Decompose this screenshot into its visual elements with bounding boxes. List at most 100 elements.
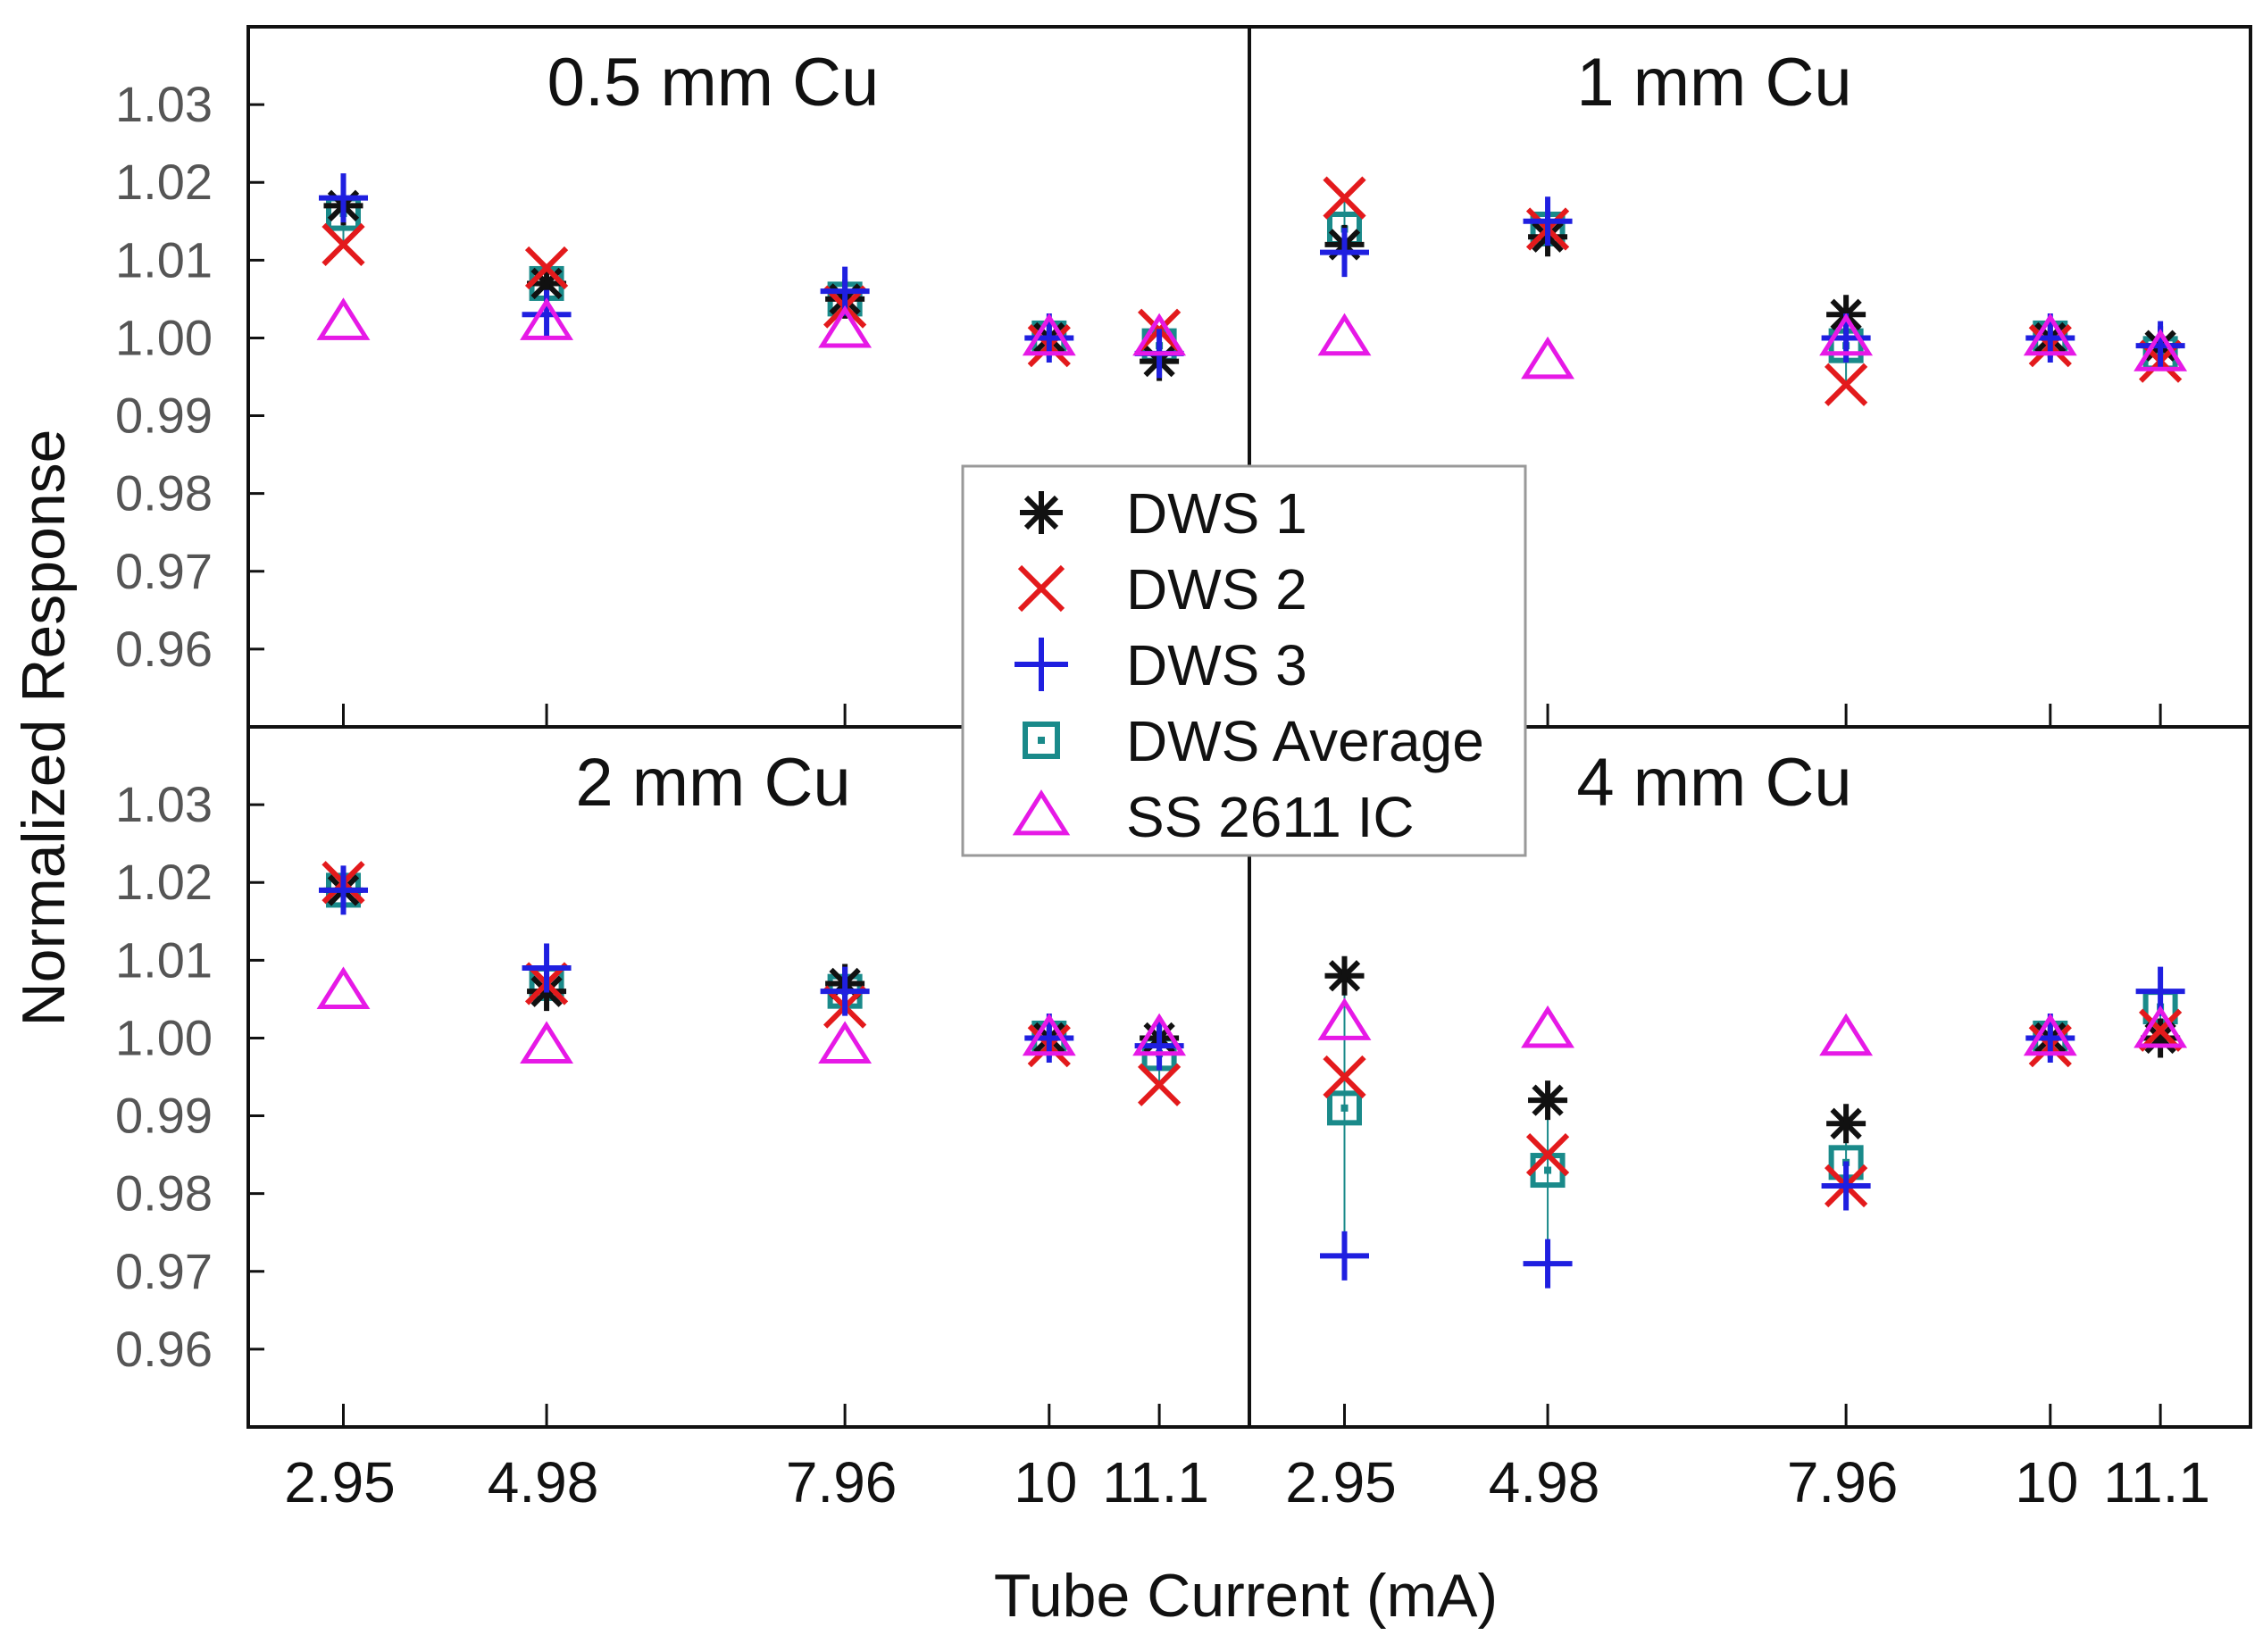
data-point [1324, 955, 1365, 996]
data-point [1323, 1055, 1366, 1099]
data-point [1523, 196, 1573, 246]
y-tick-label: 0.97 [115, 543, 213, 599]
y-tick-label: 0.99 [115, 388, 213, 444]
data-point [1521, 1005, 1574, 1048]
series-ss-2611-ic [316, 297, 1187, 356]
legend-item: DWS Average [1023, 709, 1484, 773]
data-point [1326, 1090, 1362, 1126]
y-tick-label: 1.02 [115, 154, 213, 210]
panel-4: 4 mm Cu 2.95 4.98 7.96 10 11.1 [1248, 725, 2252, 1514]
y-tick-label: 1.02 [115, 854, 213, 910]
x-tick-label: 10 [1014, 1450, 1077, 1514]
y-tick-label: 0.99 [115, 1088, 213, 1144]
x-tick-label: 7.96 [1787, 1450, 1899, 1514]
data-point [316, 297, 371, 340]
data-point [520, 297, 573, 340]
x-tick-label: 4.98 [488, 1450, 599, 1514]
panel-frame [1248, 725, 2252, 1429]
y-tick-label: 0.96 [115, 621, 213, 677]
data-point [2023, 313, 2077, 356]
legend-label: SS 2611 IC [1126, 785, 1415, 849]
series-ss-2611-ic [316, 966, 1187, 1064]
data-point [2134, 329, 2188, 371]
legend-label: DWS 1 [1126, 481, 1307, 546]
legend-marker [1020, 491, 1063, 534]
series-ss-2611-ic [1317, 997, 2188, 1056]
data-point [1819, 313, 1874, 356]
x-tick-label: 11.1 [1102, 1450, 1209, 1514]
series-dws-2 [321, 861, 1182, 1106]
panel-title: 0.5 mm Cu [547, 45, 880, 121]
panel-1: 0.5 mm Cu 1.03 1.02 1.01 1.00 0.99 0.98 0.97 0.9… [115, 25, 1251, 729]
panel-title: 2 mm Cu [575, 745, 850, 821]
data-point [1132, 313, 1187, 356]
x-tick-label: 2.95 [284, 1450, 396, 1514]
data-point [820, 966, 870, 1016]
legend-item: DWS 3 [1015, 633, 1307, 697]
data-point [1819, 1013, 1874, 1056]
data-point [1521, 336, 1574, 380]
y-tick-label: 0.98 [115, 465, 213, 521]
data-point [1523, 1239, 1573, 1289]
y-tick-label: 0.98 [115, 1165, 213, 1222]
panel-title: 1 mm Cu [1576, 45, 1851, 121]
y-tick-label: 0.97 [115, 1243, 213, 1299]
legend-item: DWS 2 [1017, 557, 1307, 622]
series-ss-2611-ic [1317, 313, 2188, 380]
data-point [1821, 1161, 1871, 1211]
legend-item: SS 2611 IC [1012, 785, 1415, 849]
data-point [2134, 1005, 2188, 1048]
data-point [1824, 363, 1868, 406]
series-dws-2 [1323, 176, 2183, 406]
data-point [524, 246, 569, 290]
y-tick-label: 1.01 [115, 931, 213, 988]
legend-marker [1017, 564, 1065, 613]
panel-2: 1 mm Cu [1248, 25, 2252, 729]
data-point [1137, 1063, 1182, 1106]
y-tick-label: 1.03 [115, 776, 213, 832]
x-tick-label: 2.95 [1285, 1450, 1397, 1514]
legend-box [961, 464, 1527, 857]
y-axis-label: Normalized Response [10, 430, 78, 1027]
panel-title: 4 mm Cu [1576, 745, 1851, 821]
x-axis-label: Tube Current (mA) [994, 1562, 1498, 1630]
panel-3: 2 mm Cu 1.03 1.02 1.01 1.00 0.99 0.98 0.97 0.96 2… [115, 725, 1251, 1514]
panels-layer: 0.5 mm Cu 1.03 1.02 1.01 1.00 0.99 0.98 0.97 0.9… [115, 25, 2252, 1514]
series-dws-3 [1319, 966, 2185, 1289]
data-point [318, 865, 368, 915]
data-point [318, 173, 368, 223]
legend-label: DWS 2 [1126, 557, 1307, 622]
data-point [1022, 313, 1076, 356]
series-dws-3 [318, 865, 1184, 1071]
x-tick-label: 11.1 [2103, 1450, 2210, 1514]
data-point [2141, 1018, 2181, 1058]
data-point [321, 222, 365, 267]
y-tick-label: 1.01 [115, 231, 213, 288]
data-point [1528, 1080, 1568, 1121]
data-point [1317, 313, 1372, 356]
data-point [316, 966, 371, 1010]
legend-marker [1012, 789, 1071, 836]
data-point [818, 305, 873, 348]
data-point [1319, 1231, 1369, 1281]
data-point [1022, 1013, 1076, 1056]
data-point [522, 943, 572, 993]
y-tick-label: 1.00 [115, 309, 213, 365]
x-tick-label: 10 [2015, 1450, 2078, 1514]
data-point [1323, 176, 1366, 220]
x-tick-label: 7.96 [786, 1450, 898, 1514]
data-point [1826, 1104, 1866, 1144]
legend-item: DWS 1 [1020, 481, 1307, 546]
data-point [1317, 997, 1372, 1040]
y-tick-label: 1.03 [115, 76, 213, 132]
data-point [2023, 1013, 2077, 1056]
data-point [1525, 1132, 1570, 1177]
data-point [2138, 1008, 2183, 1052]
legend-marker [1015, 638, 1068, 691]
data-point [1319, 228, 1369, 278]
legend-label: DWS 3 [1126, 633, 1307, 697]
data-point [520, 1021, 573, 1064]
y-tick-label: 1.00 [115, 1009, 213, 1065]
data-point [1132, 1013, 1187, 1056]
